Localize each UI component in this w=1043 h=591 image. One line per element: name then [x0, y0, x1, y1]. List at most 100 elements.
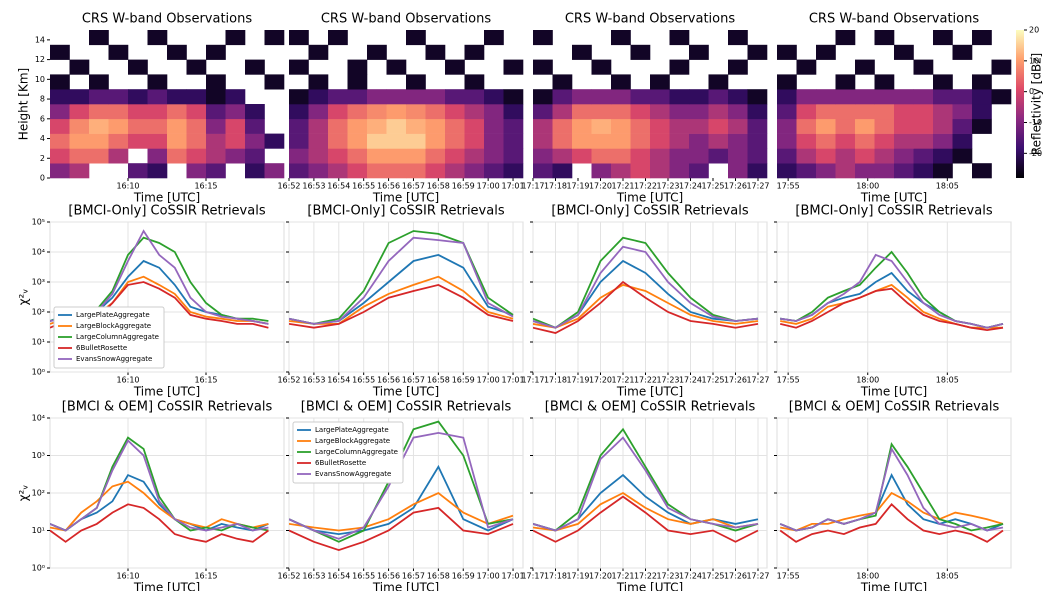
- x-tick-label: 17:27: [746, 182, 769, 191]
- x-tick-label: 16:15: [194, 376, 217, 385]
- heatmap-cell: [348, 74, 368, 89]
- heatmap-cell: [533, 134, 553, 149]
- heatmap-cell: [728, 30, 748, 45]
- heatmap-cell: [289, 119, 309, 134]
- legend-label: LargePlateAggregate: [315, 426, 389, 434]
- heatmap-cell: [367, 119, 387, 134]
- heatmap-cell: [553, 163, 573, 178]
- heatmap-cell: [465, 134, 485, 149]
- heatmap-cell: [426, 148, 446, 163]
- heatmap-cell: [611, 119, 631, 134]
- heatmap-cell: [387, 163, 407, 178]
- heatmap-cell: [875, 134, 895, 149]
- heatmap-cell: [504, 163, 524, 178]
- y-axis-label: χ²ᵥ: [17, 485, 31, 502]
- heatmap-cell: [406, 89, 426, 104]
- panel-title: CRS W-band Observations: [82, 12, 253, 27]
- heatmap-cell: [631, 163, 651, 178]
- heatmap-cell: [387, 60, 407, 75]
- heatmap-cell: [89, 104, 109, 119]
- heatmap-cell: [426, 163, 446, 178]
- heatmap-cell: [206, 119, 226, 134]
- heatmap-cell: [309, 74, 329, 89]
- heatmap-cell: [245, 119, 265, 134]
- heatmap-cell: [670, 104, 690, 119]
- x-tick-label: 16:53: [302, 572, 325, 581]
- heatmap-cell: [972, 104, 992, 119]
- heatmap-cell: [426, 45, 446, 60]
- heatmap-cell: [553, 74, 573, 89]
- heatmap-cell: [777, 89, 797, 104]
- heatmap-cell: [265, 74, 285, 89]
- heatmap-cell: [465, 148, 485, 163]
- heatmap-cell: [816, 163, 836, 178]
- heatmap-cell: [245, 163, 265, 178]
- heatmap-cell: [328, 30, 348, 45]
- heatmap-cell: [89, 89, 109, 104]
- heatmap-cell: [777, 45, 797, 60]
- legend-label: EvansSnowAggregate: [76, 355, 152, 363]
- legend-label: LargeBlockAggregate: [76, 322, 151, 330]
- heatmap-cell: [504, 89, 524, 104]
- heatmap-cell: [167, 45, 187, 60]
- heatmap-cell: [533, 30, 553, 45]
- heatmap-cell: [533, 119, 553, 134]
- heatmap-cell: [206, 148, 226, 163]
- plot-area: [533, 222, 767, 372]
- heatmap-cell: [128, 134, 148, 149]
- heatmap-cell: [611, 30, 631, 45]
- x-axis-label: Time [UTC]: [133, 191, 200, 205]
- heatmap-cell: [875, 104, 895, 119]
- heatmap-cell: [689, 148, 709, 163]
- legend-label: LargePlateAggregate: [76, 311, 150, 319]
- heatmap-cell: [309, 119, 329, 134]
- x-tick-label: 16:53: [302, 182, 325, 191]
- heatmap-cell: [992, 89, 1012, 104]
- heatmap-cell: [650, 104, 670, 119]
- heatmap-cell: [797, 60, 817, 75]
- heatmap-cell: [484, 30, 504, 45]
- y-tick-label: 8: [40, 95, 45, 104]
- heatmap-cell: [836, 148, 856, 163]
- x-tick-label: 17:24: [679, 376, 702, 385]
- heatmap-cell: [484, 104, 504, 119]
- x-tick-label: 18:00: [856, 182, 879, 191]
- x-tick-label: 16:55: [352, 376, 375, 385]
- heatmap-cell: [128, 60, 148, 75]
- heatmap-cell: [89, 74, 109, 89]
- x-tick-label: 17:25: [701, 182, 724, 191]
- heatmap-cell: [148, 30, 168, 45]
- heatmap-cell: [367, 148, 387, 163]
- heatmap-cell: [533, 163, 553, 178]
- heatmap-cell: [245, 104, 265, 119]
- heatmap-cell: [592, 148, 612, 163]
- heatmap-cell: [70, 134, 90, 149]
- heatmap-cell: [226, 119, 246, 134]
- x-tick-label: 16:58: [427, 572, 450, 581]
- x-tick-label: 17:26: [724, 572, 747, 581]
- heatmap-cell: [348, 119, 368, 134]
- x-tick-label: 17:27: [746, 376, 769, 385]
- heatmap-cell: [933, 74, 953, 89]
- plot-area: [777, 222, 1011, 372]
- heatmap-cell: [504, 119, 524, 134]
- heatmap-cell: [953, 119, 973, 134]
- x-tick-label: 17:19: [566, 182, 589, 191]
- heatmap-cell: [406, 148, 426, 163]
- heatmap-cell: [553, 134, 573, 149]
- heatmap-cell: [894, 45, 914, 60]
- x-tick-label: 16:15: [194, 572, 217, 581]
- heatmap-cell: [728, 148, 748, 163]
- heatmap-cell: [484, 89, 504, 104]
- heatmap-cell: [387, 119, 407, 134]
- x-tick-label: 16:57: [402, 572, 425, 581]
- heatmap-cell: [309, 163, 329, 178]
- heatmap-cell: [465, 89, 485, 104]
- heatmap-cell: [728, 104, 748, 119]
- heatmap-cell: [148, 74, 168, 89]
- y-tick-label: 10⁴: [32, 248, 45, 257]
- panel-title: [BMCI & OEM] CoSSIR Retrievals: [545, 400, 756, 415]
- y-tick-label: 6: [40, 114, 45, 123]
- heatmap-cell: [465, 104, 485, 119]
- heatmap-cell: [445, 148, 465, 163]
